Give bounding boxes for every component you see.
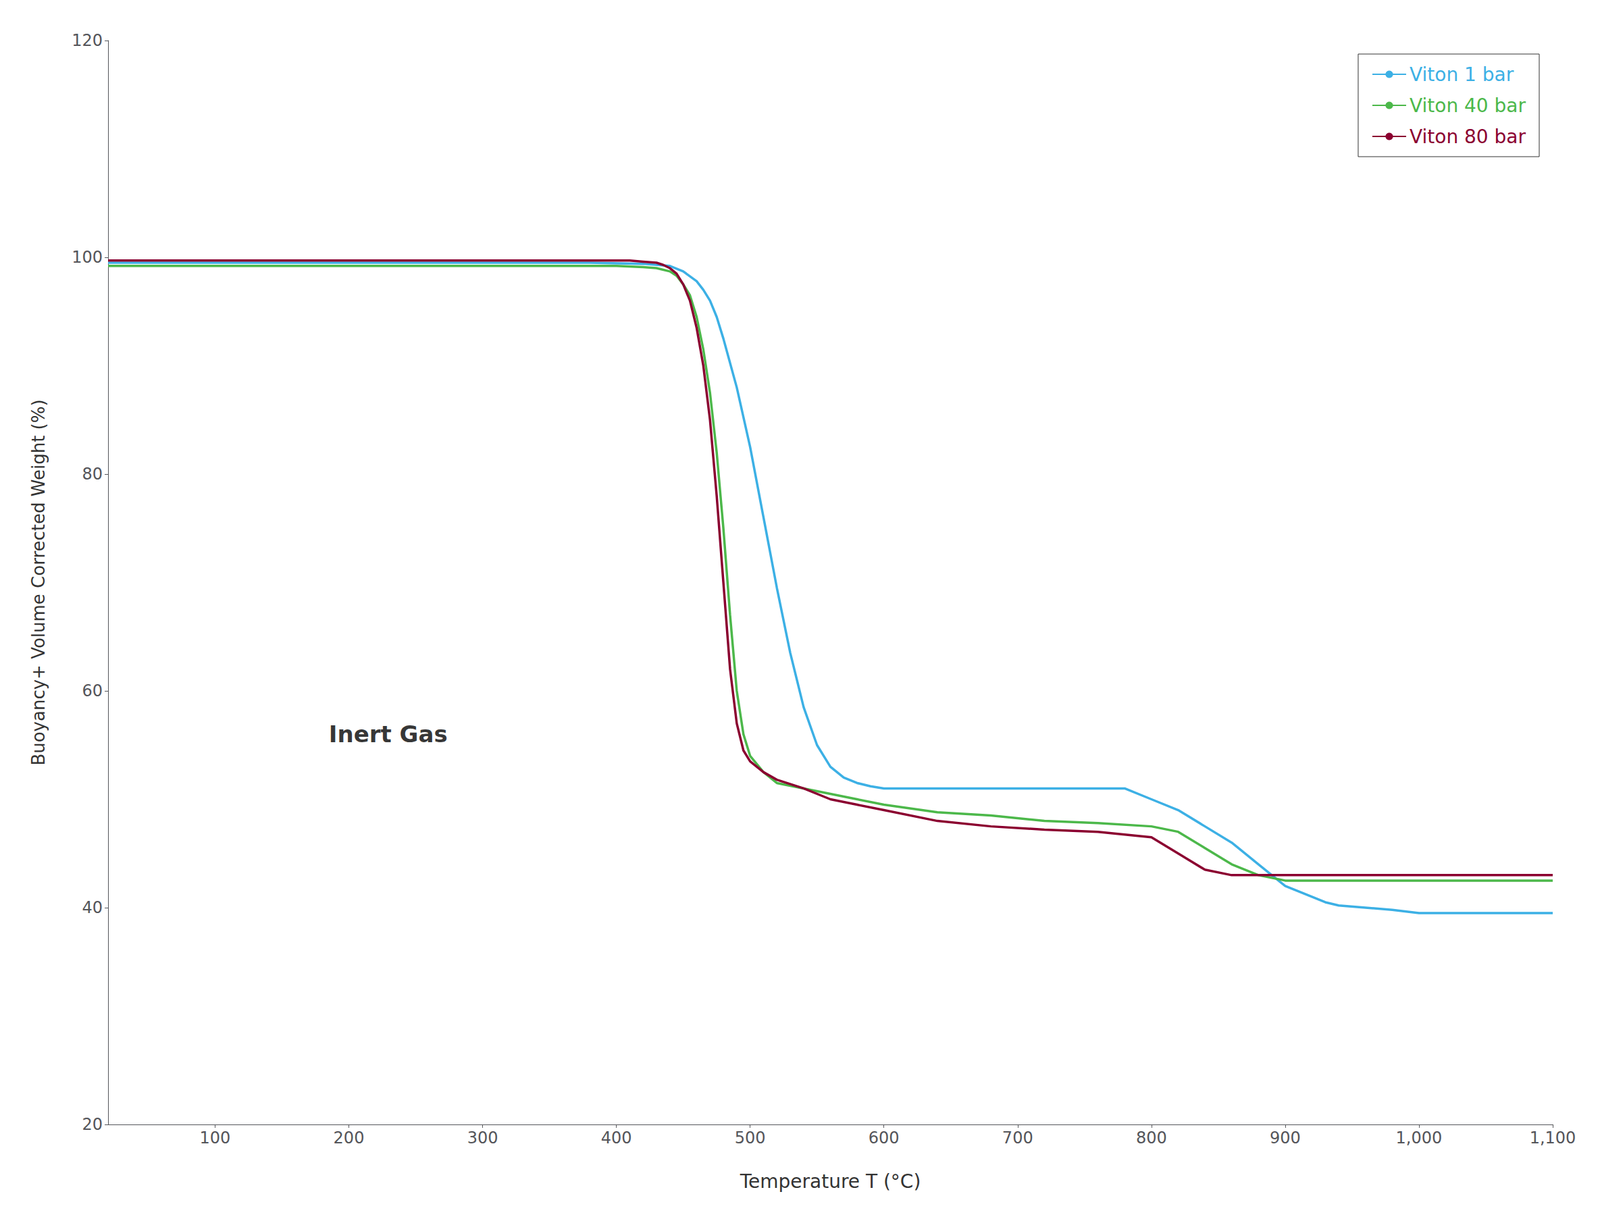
svg-text:40: 40 [81, 898, 103, 918]
svg-text:900: 900 [1269, 1128, 1301, 1148]
svg-text:20: 20 [81, 1115, 103, 1134]
svg-text:Viton 80 bar: Viton 80 bar [1409, 125, 1527, 148]
svg-text:Viton 1 bar: Viton 1 bar [1409, 63, 1515, 86]
svg-text:120: 120 [71, 31, 103, 50]
svg-text:Viton 40 bar: Viton 40 bar [1409, 94, 1527, 117]
svg-text:200: 200 [333, 1128, 365, 1148]
svg-text:100: 100 [71, 247, 103, 267]
svg-text:Inert Gas: Inert Gas [328, 720, 448, 748]
svg-text:100: 100 [199, 1128, 231, 1148]
svg-text:1,100: 1,100 [1529, 1128, 1577, 1148]
svg-text:700: 700 [1002, 1128, 1034, 1148]
svg-text:80: 80 [81, 464, 103, 484]
svg-text:300: 300 [467, 1128, 499, 1148]
svg-text:Temperature T (°C): Temperature T (°C) [739, 1170, 922, 1193]
svg-text:600: 600 [868, 1128, 900, 1148]
svg-text:60: 60 [81, 681, 103, 701]
svg-text:800: 800 [1136, 1128, 1168, 1148]
svg-text:500: 500 [734, 1128, 766, 1148]
svg-text:400: 400 [601, 1128, 633, 1148]
svg-text:1,000: 1,000 [1396, 1128, 1443, 1148]
svg-text:Buoyancy+ Volume Corrected Wei: Buoyancy+ Volume Corrected Weight (%) [28, 399, 49, 766]
